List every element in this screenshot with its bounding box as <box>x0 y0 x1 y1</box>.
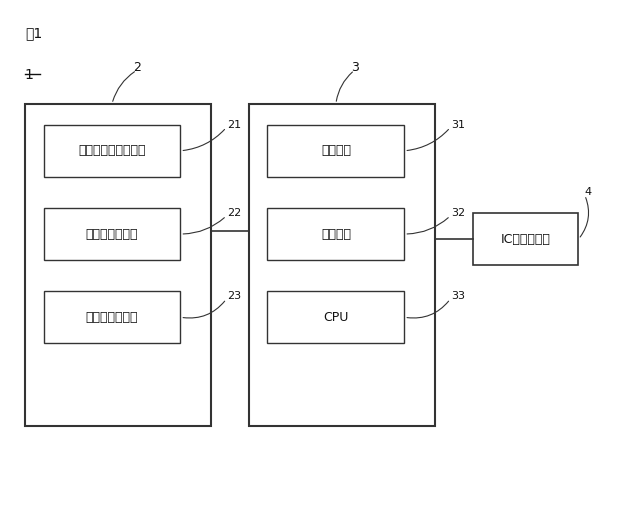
Text: ICタグ読取部: ICタグ読取部 <box>501 233 550 246</box>
FancyBboxPatch shape <box>267 208 404 260</box>
FancyBboxPatch shape <box>267 291 404 343</box>
Text: 22: 22 <box>227 208 241 218</box>
Text: 33: 33 <box>451 291 465 302</box>
Text: 記憶装置: 記憶装置 <box>321 228 351 241</box>
Text: 第１のプリント基板: 第１のプリント基板 <box>78 145 146 158</box>
FancyBboxPatch shape <box>473 213 578 265</box>
Text: 4: 4 <box>585 187 592 198</box>
Text: 2: 2 <box>133 61 141 74</box>
Text: 表示装置: 表示装置 <box>321 145 351 158</box>
Text: 21: 21 <box>227 120 241 130</box>
FancyBboxPatch shape <box>44 291 180 343</box>
FancyBboxPatch shape <box>44 208 180 260</box>
FancyBboxPatch shape <box>249 104 435 426</box>
Text: 図1: 図1 <box>25 26 42 40</box>
Text: 23: 23 <box>227 291 241 302</box>
Text: 第１のユニット: 第１のユニット <box>86 228 138 241</box>
FancyBboxPatch shape <box>44 125 180 177</box>
Text: 31: 31 <box>451 120 465 130</box>
Text: 3: 3 <box>351 61 358 74</box>
FancyBboxPatch shape <box>25 104 211 426</box>
Text: 第１のケーブル: 第１のケーブル <box>86 311 138 323</box>
Text: 32: 32 <box>451 208 465 218</box>
Text: 1: 1 <box>25 68 34 82</box>
FancyBboxPatch shape <box>267 125 404 177</box>
Text: CPU: CPU <box>323 311 348 323</box>
